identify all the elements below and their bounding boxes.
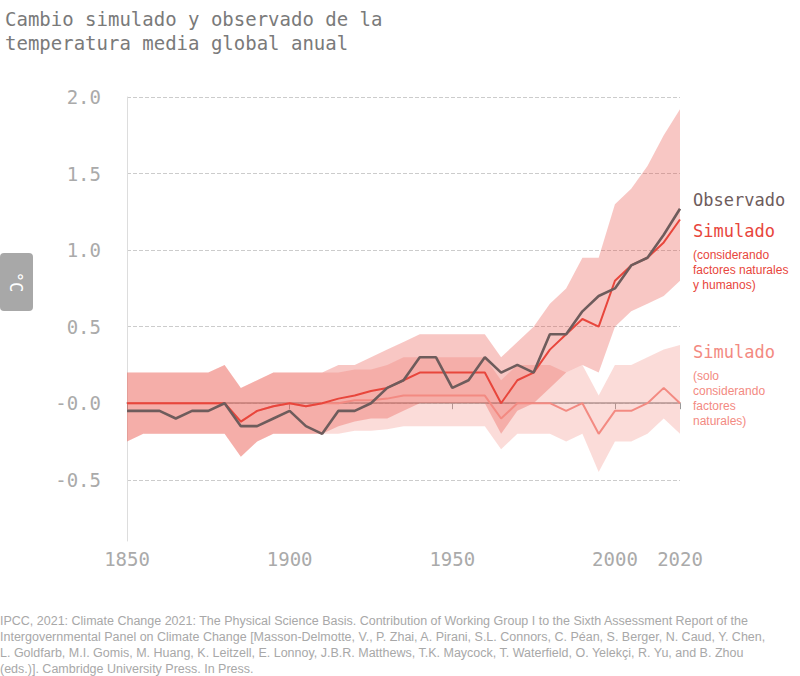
svg-text:1.0: 1.0	[67, 239, 101, 261]
svg-text:(eds.)]. Cambridge University: (eds.)]. Cambridge University Press. In …	[0, 662, 254, 676]
svg-text:(considerando: (considerando	[693, 248, 769, 262]
svg-text:factores: factores	[693, 399, 736, 413]
svg-text:factores naturales: factores naturales	[693, 263, 788, 277]
svg-text:L. Goldfarb, M.I. Gomis, M. Hu: L. Goldfarb, M.I. Gomis, M. Huang, K. Le…	[0, 646, 743, 660]
svg-text:1850: 1850	[104, 548, 150, 570]
svg-text:-0.0: -0.0	[55, 392, 101, 414]
svg-text:1.5: 1.5	[67, 163, 101, 185]
svg-text:temperatura media global anual: temperatura media global anual	[5, 32, 348, 54]
svg-text:Cambio simulado y observado de: Cambio simulado y observado de la	[5, 8, 383, 30]
svg-text:2.0: 2.0	[67, 86, 101, 108]
svg-text:2000: 2000	[592, 548, 638, 570]
svg-text:-0.5: -0.5	[55, 469, 101, 491]
svg-text:2020: 2020	[657, 548, 703, 570]
svg-text:naturales): naturales)	[693, 414, 746, 428]
svg-text:y humanos): y humanos)	[693, 278, 756, 292]
svg-text:(solo: (solo	[693, 369, 719, 383]
svg-text:Observado: Observado	[693, 190, 785, 210]
svg-text:1950: 1950	[429, 548, 475, 570]
svg-text:IPCC, 2021: Climate Change 202: IPCC, 2021: Climate Change 2021: The Phy…	[0, 614, 748, 628]
svg-text:°C: °C	[6, 272, 26, 292]
svg-text:0.5: 0.5	[67, 316, 101, 338]
svg-text:1900: 1900	[267, 548, 313, 570]
svg-text:Intergovernmental Panel on Cli: Intergovernmental Panel on Climate Chang…	[0, 630, 765, 644]
svg-text:Simulado: Simulado	[693, 342, 775, 362]
svg-text:Simulado: Simulado	[693, 221, 775, 241]
svg-text:considerando: considerando	[693, 384, 765, 398]
